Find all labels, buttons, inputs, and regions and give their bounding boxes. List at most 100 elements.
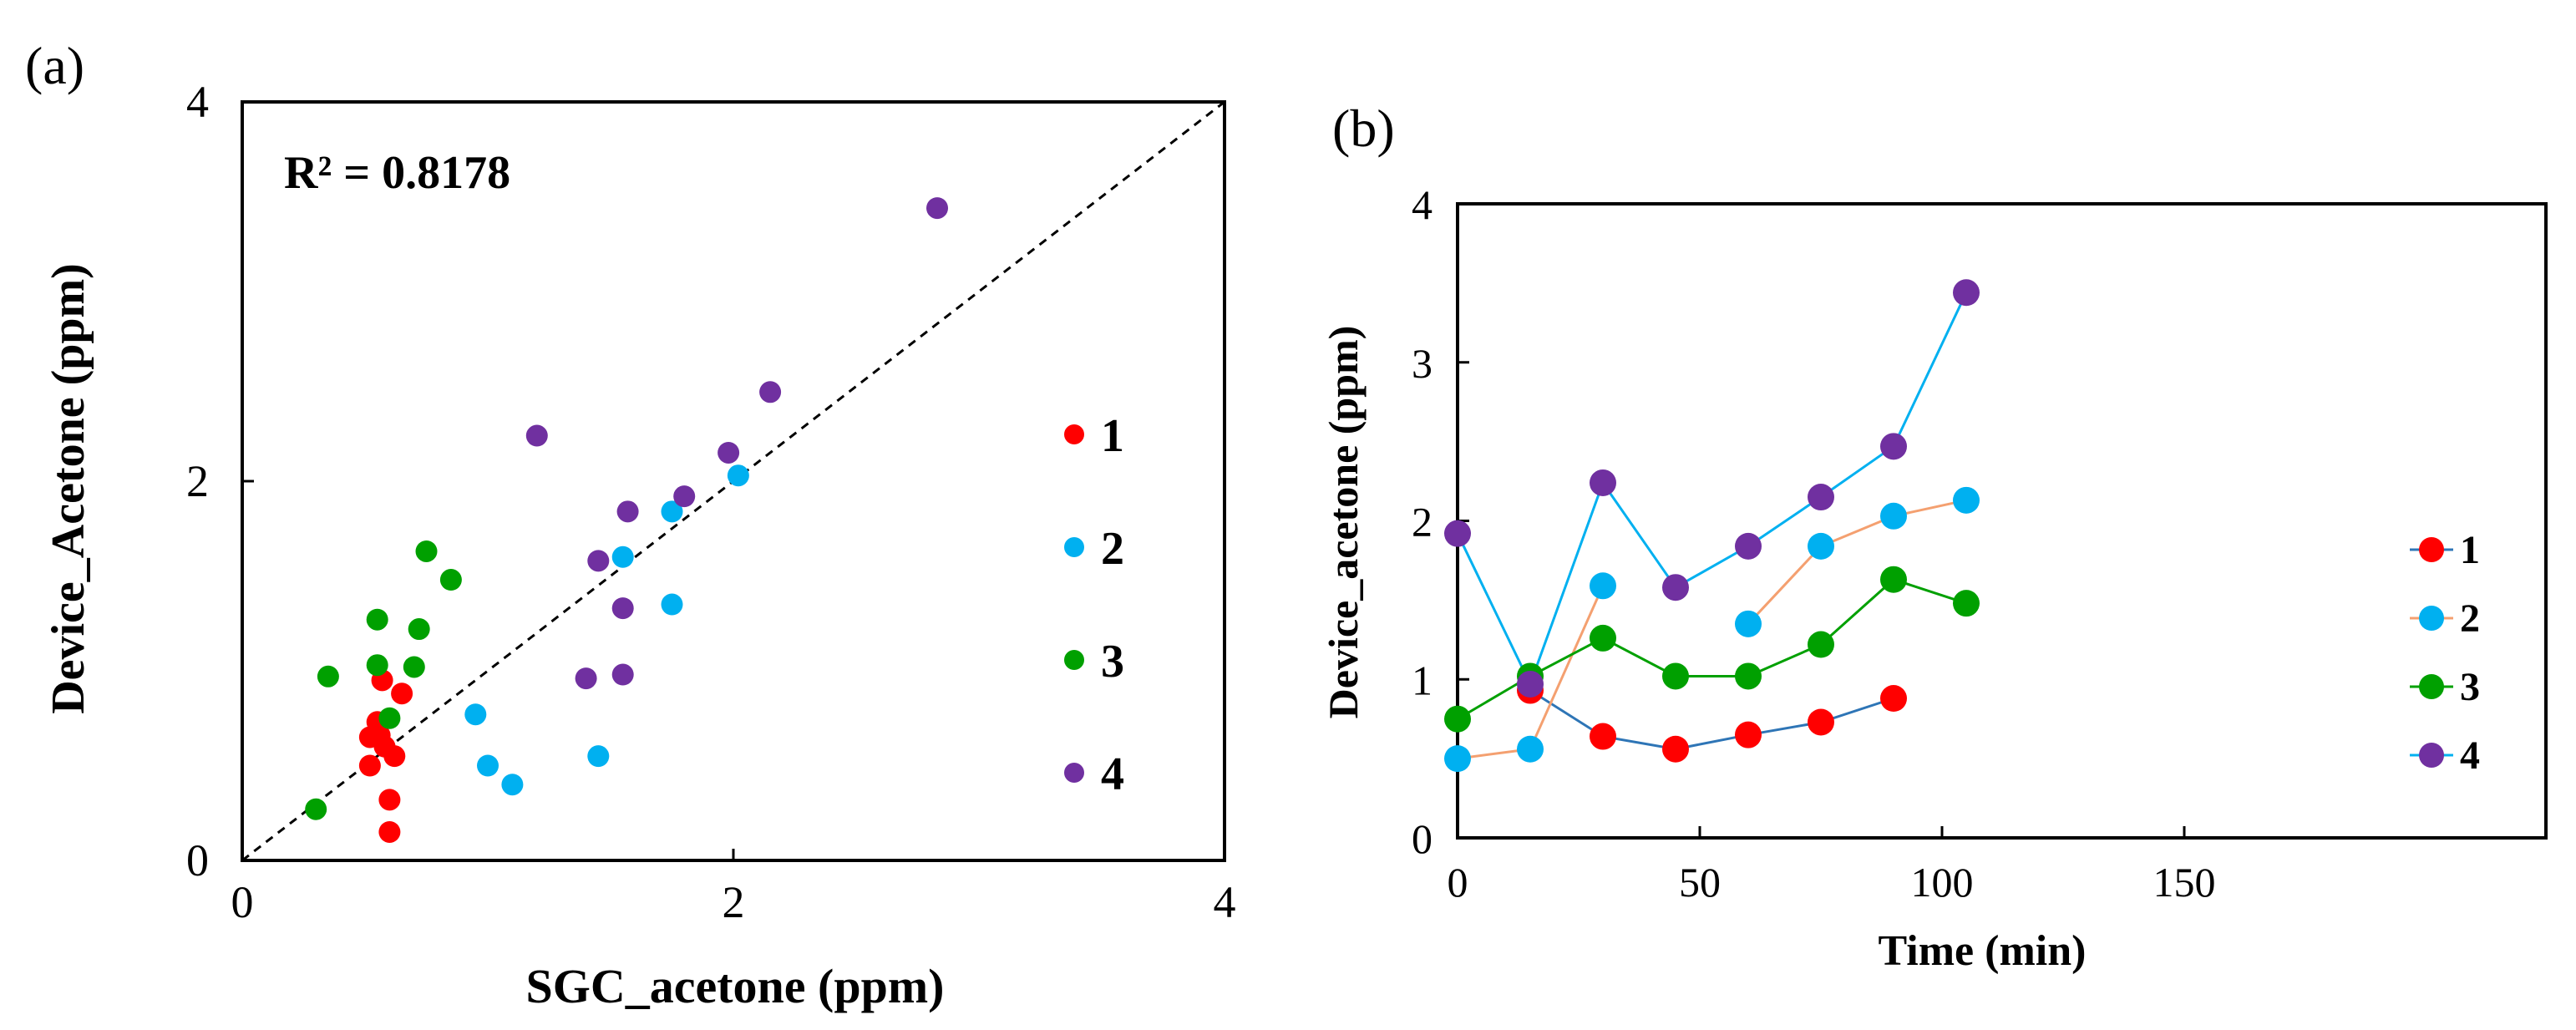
panel-b-point-series-2 xyxy=(1590,572,1616,600)
panel-a-point-series-1 xyxy=(383,745,406,768)
panel-b-point-series-4 xyxy=(1953,279,1980,307)
panel-b-y-tick-label: 4 xyxy=(1412,181,1433,228)
panel-a-point-series-2 xyxy=(477,754,499,777)
panel-a-legend-label-3: 3 xyxy=(1101,636,1124,688)
panel-a-x-tick-label: 4 xyxy=(1214,877,1236,927)
panel-b-point-series-2 xyxy=(1808,532,1834,560)
panel-b-legend-marker-1 xyxy=(2419,537,2444,562)
panel-a-point-series-2 xyxy=(661,593,683,616)
panel-b-y-tick-label: 3 xyxy=(1412,340,1433,387)
panel-a-point-series-3 xyxy=(366,608,388,631)
panel-b-point-series-3 xyxy=(1735,662,1762,690)
panel-a-legend-label-2: 2 xyxy=(1101,523,1124,575)
panel-a-x-tick-label: 0 xyxy=(231,877,254,927)
panel-b-point-series-4 xyxy=(1444,520,1471,547)
panel-b-point-series-2 xyxy=(1444,745,1471,773)
panel-a-point-series-2 xyxy=(661,500,683,523)
panel-b-point-series-3 xyxy=(1953,590,1980,617)
panel-a-legend-marker-4 xyxy=(1064,763,1084,783)
panel-a-legend-marker-2 xyxy=(1064,537,1084,557)
panel-a-point-series-3 xyxy=(317,665,339,688)
panel-a-y-tick-label: 2 xyxy=(186,456,209,506)
panel-b-legend-label-4: 4 xyxy=(2460,733,2480,778)
panel-b-line-series-1 xyxy=(1529,689,1894,751)
panel-a: (a) 0 2 4 0 2 4 R² = 0.8178 SGC_acetone (ppm)… xyxy=(25,36,1236,1013)
panel-b-point-series-4 xyxy=(1880,433,1907,460)
panel-b-x-tick-label: 100 xyxy=(1911,859,1974,906)
panel-b-y-tick-label: 1 xyxy=(1412,657,1433,703)
panel-a-x-axis-label: SGC_acetone (ppm) xyxy=(525,959,944,1013)
panel-b-point-series-4 xyxy=(1517,670,1544,698)
panel-a-point-series-1 xyxy=(358,754,381,777)
panel-b-legend-marker-2 xyxy=(2419,606,2444,631)
panel-b-plot-frame xyxy=(1456,202,2548,840)
panel-b-point-series-1 xyxy=(1590,723,1616,750)
panel-a-point-series-4 xyxy=(575,667,597,690)
panel-a-point-series-4 xyxy=(525,424,548,447)
panel-a-point-series-1 xyxy=(391,682,413,705)
panel-a-point-series-2 xyxy=(611,545,634,568)
panel-a-point-series-4 xyxy=(673,485,696,508)
panel-b-point-series-3 xyxy=(1808,631,1834,658)
panel-a-point-series-4 xyxy=(926,197,949,220)
panel-a-x-tick-label: 2 xyxy=(723,877,745,927)
panel-b-line-series-2 xyxy=(1747,499,1967,625)
panel-a-legend-label-1: 1 xyxy=(1101,410,1124,462)
panel-b-x-tick-label: 0 xyxy=(1448,859,1468,906)
panel-a-legend-marker-3 xyxy=(1064,650,1084,670)
panel-a-point-series-1 xyxy=(378,820,401,843)
panel-b-y-tick-label: 2 xyxy=(1412,499,1433,545)
panel-b-legend-label-3: 3 xyxy=(2460,665,2480,709)
panel-a-point-series-1 xyxy=(378,789,401,811)
panel-b-point-series-2 xyxy=(1880,502,1907,530)
panel-a-point-series-3 xyxy=(415,540,438,562)
panel-a-point-series-4 xyxy=(611,597,634,620)
panel-b-line-series-3 xyxy=(1457,578,1967,720)
panel-b-point-series-4 xyxy=(1590,469,1616,496)
panel-b-x-tick-label: 150 xyxy=(2153,859,2216,906)
panel-a-y-tick-label: 4 xyxy=(186,77,209,127)
panel-a-point-series-4 xyxy=(718,441,740,464)
panel-a-point-series-4 xyxy=(611,663,634,686)
panel-b-point-series-2 xyxy=(1517,735,1544,763)
panel-b-point-series-3 xyxy=(1662,662,1689,690)
panel-b-point-series-1 xyxy=(1662,735,1689,763)
panel-b-point-series-2 xyxy=(1953,486,1980,514)
panel-b-point-series-1 xyxy=(1808,708,1834,736)
panel-b-point-series-3 xyxy=(1880,566,1907,593)
panel-a-point-series-2 xyxy=(727,464,749,487)
panel-b-y-axis-label: Device_acetone (ppm) xyxy=(1320,326,1367,719)
panel-a-point-series-2 xyxy=(587,745,610,768)
panel-a-legend-marker-1 xyxy=(1064,424,1084,444)
panel-b-legend-marker-3 xyxy=(2419,674,2444,699)
panel-a-annotation: R² = 0.8178 xyxy=(284,147,510,199)
panel-b-legend-label-1: 1 xyxy=(2460,528,2480,572)
panel-a-y-tick-label: 0 xyxy=(186,835,209,885)
panel-b-legend-marker-4 xyxy=(2419,743,2444,768)
panel-a-point-series-2 xyxy=(501,774,524,796)
panel-a-point-series-4 xyxy=(587,550,610,572)
panel-a-point-series-4 xyxy=(616,500,639,523)
panel-b-legend-label-2: 2 xyxy=(2460,596,2480,641)
panel-b-point-series-4 xyxy=(1662,574,1689,601)
panel-b-point-series-3 xyxy=(1444,705,1471,733)
panel-b-point-series-4 xyxy=(1735,532,1762,560)
panel-b-point-series-1 xyxy=(1735,721,1762,748)
panel-a-point-series-2 xyxy=(464,703,487,726)
panel-b-x-axis-label: Time (min) xyxy=(1879,927,2087,975)
panel-b-line-series-4 xyxy=(1456,292,1968,688)
panel-b-x-tick-label: 50 xyxy=(1679,859,1721,906)
panel-a-label: (a) xyxy=(25,36,84,95)
panel-b-point-series-2 xyxy=(1735,610,1762,637)
panel-a-point-series-3 xyxy=(408,618,430,641)
panel-b-point-series-4 xyxy=(1808,484,1834,511)
panel-a-point-series-3 xyxy=(378,707,401,729)
panel-b-y-tick-label: 0 xyxy=(1412,815,1433,862)
panel-b: (b) 0 50 100 150 0 1 2 3 4 Time (min) Device_ace… xyxy=(1320,99,2548,975)
panel-b-label: (b) xyxy=(1332,99,1395,158)
panel-b-point-series-3 xyxy=(1590,624,1616,652)
panel-a-point-series-4 xyxy=(759,381,782,403)
panel-b-point-series-1 xyxy=(1880,685,1907,713)
panel-a-y-axis-label: Device_Acetone (ppm) xyxy=(43,263,94,714)
